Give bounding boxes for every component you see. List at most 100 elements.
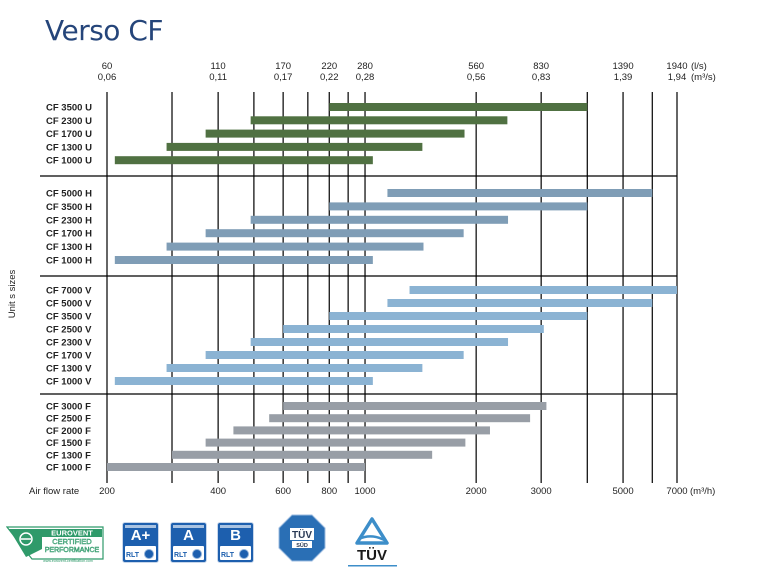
bottom-tick-label: 7000 xyxy=(666,486,687,497)
range-bar xyxy=(250,215,509,224)
range-bar xyxy=(250,338,509,346)
tuv-sud-logo: TÜV SÜD xyxy=(278,514,326,562)
range-bar xyxy=(387,299,653,307)
eurovent-line3: PERFORMANCE xyxy=(45,547,100,554)
eurovent-logo: EUROVENT CERTIFIED PERFORMANCE www.eurov… xyxy=(6,526,104,563)
bottom-tick-label: 2000 xyxy=(466,486,487,497)
tuv-logo: TÜV xyxy=(348,517,397,567)
top-unit-ls: (l/s) xyxy=(691,61,707,72)
top-tick-label-ls: 280 xyxy=(357,61,373,72)
unit-size-label: CF 3000 F xyxy=(46,402,91,413)
badge-grade: A+ xyxy=(130,527,151,544)
range-bar xyxy=(114,377,373,385)
flow-range-chart: 200 400 600 800 1000 2000 3000 5000 7000 600,06 11… xyxy=(7,61,716,497)
top-tick-label-m3s: 0,22 xyxy=(320,72,339,83)
labels-layer: 200 400 600 800 1000 2000 3000 5000 7000 600,06 11… xyxy=(46,61,688,497)
unit-size-label: CF 2300 H xyxy=(46,215,92,226)
unit-size-label: CF 3500 V xyxy=(46,312,92,323)
bottom-tick-label: 200 xyxy=(99,486,115,497)
range-bar xyxy=(283,402,547,410)
bottom-tick-label: 400 xyxy=(210,486,226,497)
energy-badge-a: A RLT xyxy=(170,522,207,563)
rlt-mark: RLT xyxy=(126,552,140,559)
range-bar xyxy=(329,312,588,320)
range-bar xyxy=(114,256,373,264)
top-tick-label-m3s: 0,17 xyxy=(274,72,293,83)
unit-size-label: CF 1000 F xyxy=(46,463,91,474)
range-bar xyxy=(233,426,490,435)
range-bar xyxy=(387,189,653,197)
unit-size-label: CF 1000 U xyxy=(46,156,92,167)
tuv-sud-sub: SÜD xyxy=(296,542,308,549)
unit-size-label: CF 1700 V xyxy=(46,351,92,362)
unit-size-label: CF 1300 U xyxy=(46,142,92,153)
bottom-tick-label: 1000 xyxy=(354,486,375,497)
range-bar xyxy=(205,438,466,447)
top-tick-label-m3s: 1,94 xyxy=(668,72,687,83)
range-bar xyxy=(205,129,465,138)
range-bar xyxy=(409,286,677,294)
unit-size-label: CF 3500 U xyxy=(46,103,92,114)
unit-size-label: CF 2000 F xyxy=(46,426,91,437)
unit-size-label: CF 1300 V xyxy=(46,364,92,375)
range-bar xyxy=(250,116,508,125)
top-tick-label-ls: 110 xyxy=(211,61,226,72)
rlt-mark: RLT xyxy=(174,552,188,559)
top-tick-label-ls: 1390 xyxy=(612,61,633,72)
certification-logos: EUROVENT CERTIFIED PERFORMANCE www.eurov… xyxy=(0,505,765,585)
tuv-seal-icon xyxy=(239,549,249,559)
top-tick-label-ls: 830 xyxy=(533,61,549,72)
tuv-text: TÜV xyxy=(357,547,387,564)
unit-size-label: CF 5000 H xyxy=(46,189,92,200)
bottom-tick-label: 800 xyxy=(321,486,337,497)
top-tick-label-m3s: 0,28 xyxy=(356,72,375,83)
energy-badge-a-plus: A+ RLT xyxy=(122,522,159,563)
unit-size-label: CF 1300 F xyxy=(46,450,91,461)
unit-size-label: CF 1000 H xyxy=(46,256,92,267)
range-bar xyxy=(329,103,588,111)
rlt-mark: RLT xyxy=(221,552,235,559)
tuv-seal-icon xyxy=(192,549,202,559)
energy-badge-b: B RLT xyxy=(217,522,254,563)
range-bar xyxy=(269,414,531,423)
badge-grade: B xyxy=(230,527,241,544)
eurovent-url: www.eurovent-certification.com xyxy=(43,559,93,563)
range-bar xyxy=(283,325,544,333)
unit-size-label: CF 1300 H xyxy=(46,242,92,253)
x-axis-title: Air flow rate xyxy=(29,486,79,497)
top-tick-label-m3s: 1,39 xyxy=(614,72,633,83)
range-bar xyxy=(166,364,423,372)
range-bar xyxy=(114,156,373,165)
top-tick-label-ls: 170 xyxy=(275,61,291,72)
range-bar xyxy=(166,142,423,151)
unit-size-label: CF 2500 V xyxy=(46,325,92,336)
page-title: Verso CF xyxy=(45,14,164,47)
unit-size-label: CF 7000 V xyxy=(46,286,92,297)
range-bar xyxy=(205,351,464,359)
badge-grade: A xyxy=(183,527,194,544)
top-tick-label-m3s: 0,56 xyxy=(467,72,486,83)
range-bar xyxy=(172,450,433,459)
unit-size-label: CF 2500 F xyxy=(46,414,91,425)
bottom-tick-label: 3000 xyxy=(531,486,552,497)
top-unit-m3s: (m³/s) xyxy=(691,72,716,83)
top-tick-label-ls: 220 xyxy=(321,61,337,72)
bars-layer xyxy=(107,103,677,471)
top-tick-label-ls: 560 xyxy=(468,61,484,72)
unit-size-label: CF 2300 U xyxy=(46,116,92,127)
tuv-sud-text: TÜV xyxy=(292,528,312,541)
unit-size-label: CF 1700 U xyxy=(46,129,92,140)
x-axis-unit: (m³/h) xyxy=(690,486,715,497)
top-tick-label-m3s: 0,11 xyxy=(209,72,227,83)
eurovent-line1: EUROVENT xyxy=(51,529,93,538)
unit-size-label: CF 3500 H xyxy=(46,202,92,213)
unit-size-label: CF 1000 V xyxy=(46,377,92,388)
top-tick-label-m3s: 0,06 xyxy=(98,72,117,83)
unit-size-label: CF 1700 H xyxy=(46,229,92,240)
range-bar xyxy=(166,242,424,251)
eurovent-line2: CERTIFIED xyxy=(52,537,92,546)
range-bar xyxy=(107,463,366,471)
unit-size-label: CF 5000 V xyxy=(46,299,92,310)
top-tick-label-ls: 60 xyxy=(102,61,113,72)
top-tick-label-m3s: 0,83 xyxy=(532,72,551,83)
